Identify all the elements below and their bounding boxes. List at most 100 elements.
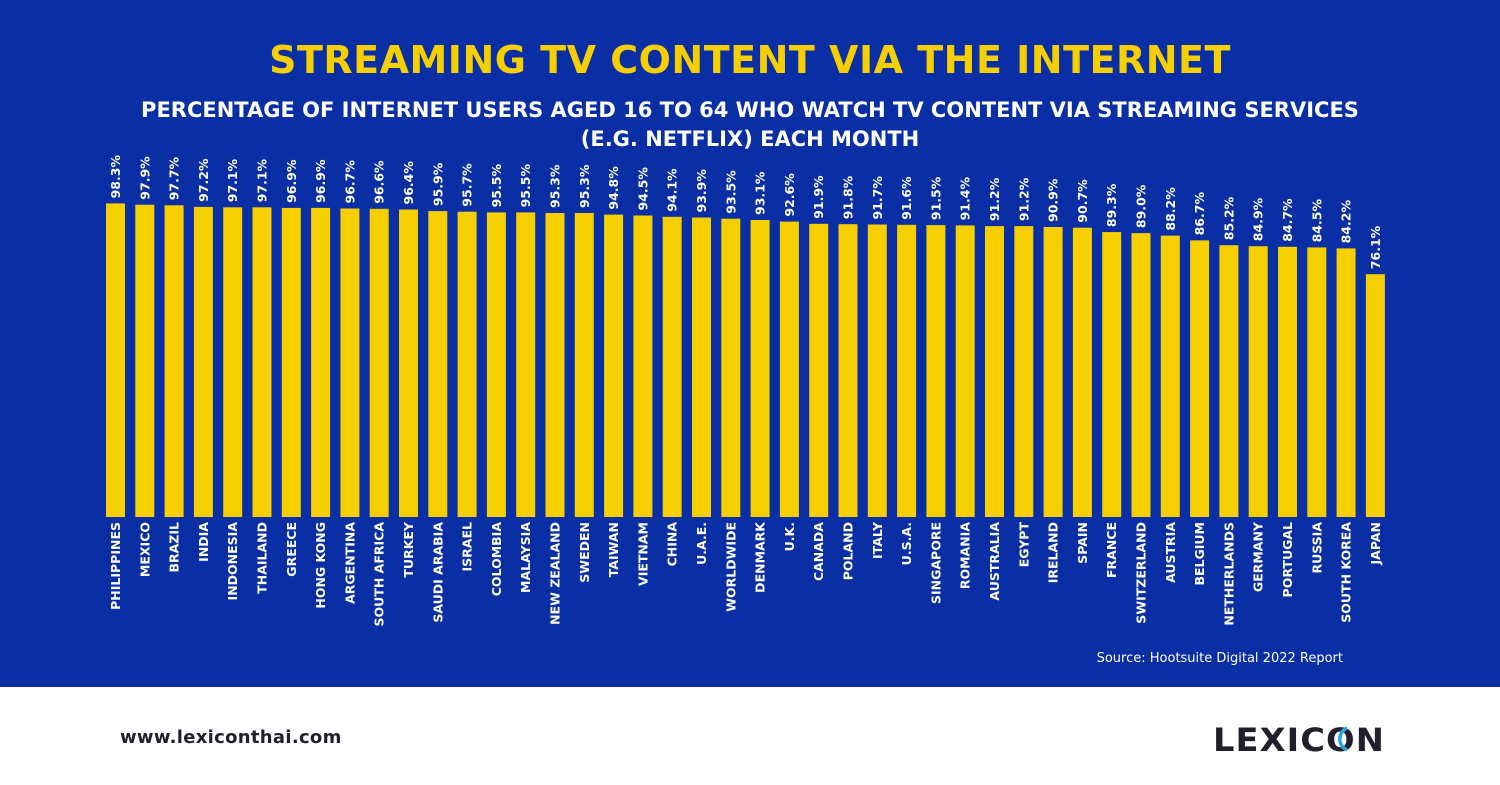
bar-chart: 98.3% PHILIPPINES 97.9% MEXICO 97.7% BRAZIL 97… <box>106 155 1385 627</box>
bar <box>1072 227 1092 517</box>
category-label: CHINA <box>665 522 680 567</box>
category-label: ISRAEL <box>460 522 475 571</box>
category-label: AUSTRALIA <box>987 522 1002 601</box>
category-label: SOUTH AFRICA <box>372 522 387 627</box>
chart-title: STREAMING TV CONTENT VIA THE INTERNET <box>269 38 1231 82</box>
data-label: 89.3% <box>1104 183 1119 227</box>
bar <box>897 224 917 518</box>
data-label: 91.5% <box>928 176 943 220</box>
category-label: IRELAND <box>1046 522 1061 583</box>
chart-subtitle-line-1: PERCENTAGE OF INTERNET USERS AGED 16 TO … <box>141 98 1359 122</box>
data-label: 96.6% <box>372 160 387 204</box>
category-label: MEXICO <box>137 522 152 577</box>
bar <box>1102 232 1122 517</box>
bar <box>1365 274 1385 517</box>
category-label: ARGENTINA <box>342 522 357 604</box>
category-label: COLOMBIA <box>489 522 504 597</box>
bar <box>457 211 477 517</box>
data-label: 96.9% <box>284 159 299 203</box>
bar <box>340 208 360 517</box>
category-label: BRAZIL <box>167 522 182 573</box>
bar <box>193 206 213 517</box>
bar <box>604 214 624 517</box>
category-label: NETHERLANDS <box>1221 522 1236 626</box>
bar <box>252 207 272 518</box>
category-label: RUSSIA <box>1309 522 1324 574</box>
bar <box>1043 227 1063 517</box>
bar <box>809 223 829 518</box>
bar <box>926 225 946 517</box>
bar <box>955 225 975 517</box>
bar <box>545 213 565 517</box>
bar <box>1014 226 1034 517</box>
bar <box>1278 246 1297 518</box>
data-label: 93.5% <box>723 170 738 214</box>
bar <box>1307 247 1327 517</box>
data-label: 94.5% <box>635 167 650 211</box>
bar <box>1248 246 1268 517</box>
category-label: TURKEY <box>401 521 416 578</box>
data-label: 85.2% <box>1221 196 1236 240</box>
data-label: 88.2% <box>1163 187 1178 231</box>
bar <box>516 212 536 517</box>
category-label: SAUDI ARABIA <box>430 522 445 623</box>
category-label: TAIWAN <box>606 522 621 577</box>
category-label: PORTUGAL <box>1280 522 1295 597</box>
data-label: 84.9% <box>1251 197 1266 241</box>
bar <box>135 204 155 517</box>
bar <box>311 207 331 517</box>
category-label: GREECE <box>284 522 299 577</box>
data-label: 96.4% <box>401 161 416 205</box>
data-label: 84.5% <box>1309 199 1324 243</box>
category-label: PHILIPPINES <box>108 522 123 610</box>
data-label: 92.6% <box>782 173 797 217</box>
category-label: DENMARK <box>753 521 768 593</box>
lexicon-logo[interactable]: LEXICON <box>1213 718 1388 758</box>
data-label: 97.1% <box>225 158 240 202</box>
category-label: VIETNAM <box>635 522 650 586</box>
category-label: WORLDWIDE <box>723 522 738 612</box>
bar <box>867 224 887 517</box>
data-label: 91.9% <box>811 175 826 219</box>
website-url[interactable]: www.lexiconthai.com <box>120 727 342 748</box>
bar <box>1190 240 1210 517</box>
data-label: 94.8% <box>606 166 621 210</box>
category-label: CANADA <box>811 522 826 581</box>
data-label: 93.1% <box>753 171 768 215</box>
bar <box>1336 248 1356 517</box>
bar <box>985 226 1004 517</box>
category-label: FRANCE <box>1104 522 1119 578</box>
category-label: INDIA <box>196 522 211 562</box>
category-label: GERMANY <box>1251 521 1266 592</box>
data-label: 94.1% <box>665 168 680 212</box>
bar <box>574 213 594 517</box>
category-label: MALAYSIA <box>518 522 533 593</box>
data-label: 91.2% <box>1016 177 1031 221</box>
category-label: U.K. <box>782 522 797 551</box>
data-label: 95.5% <box>518 164 533 208</box>
data-label: 95.3% <box>548 164 563 208</box>
category-label: THAILAND <box>255 522 270 594</box>
category-label: SOUTH KOREA <box>1339 522 1354 623</box>
bar <box>164 205 184 518</box>
data-label: 98.3% <box>108 155 123 199</box>
bar <box>281 207 301 517</box>
category-label: BELGIUM <box>1192 522 1207 586</box>
data-label: 89.0% <box>1134 184 1149 228</box>
data-label: 97.2% <box>196 158 211 202</box>
data-label: 95.5% <box>489 164 504 208</box>
data-label: 95.9% <box>430 162 445 206</box>
data-label: 91.2% <box>987 177 1002 221</box>
logo-text: LEXICON <box>1213 721 1385 758</box>
category-label: NEW ZEALAND <box>548 522 563 625</box>
category-label: U.S.A. <box>899 522 914 565</box>
data-label: 91.4% <box>958 177 973 221</box>
bar <box>692 217 711 517</box>
bar <box>750 220 770 517</box>
category-label: SWEDEN <box>577 522 592 583</box>
bar <box>223 207 243 518</box>
category-label: INDONESIA <box>225 522 240 601</box>
bar <box>399 209 418 517</box>
data-label: 95.7% <box>460 163 475 207</box>
bar <box>106 203 125 517</box>
